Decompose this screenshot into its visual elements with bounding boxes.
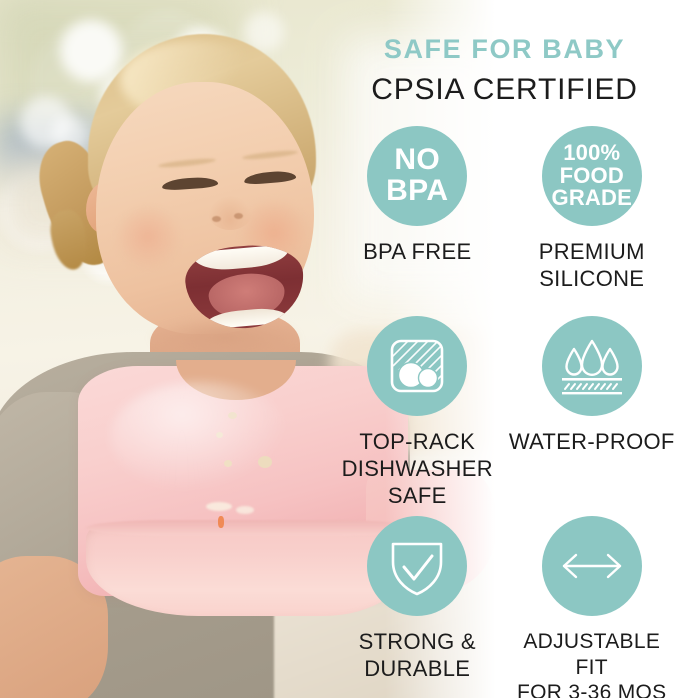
food-crumb [218, 516, 224, 528]
feature-bpa-free: NO BPA BPA FREE [330, 126, 505, 316]
page-title: CPSIA CERTIFIED [371, 73, 638, 106]
baby-nostril [234, 213, 243, 219]
bib-catch-pocket [86, 524, 416, 616]
food-grade-badge: 100% FOOD GRADE [541, 126, 642, 226]
feature-dishwasher-safe: TOP-RACK DISHWASHER SAFE [330, 316, 505, 516]
bokeh-light [60, 20, 122, 82]
feature-caption-premium-silicone: PREMIUM SILICONE [538, 239, 645, 291]
no-bpa-badge-label: NO BPA [386, 145, 448, 206]
feature-panel: SAFE FOR BABY CPSIA CERTIFIED NO BPA BPA… [330, 0, 679, 698]
feature-caption-strong-durable: STRONG & DURABLE [358, 629, 476, 681]
bib-highlight [110, 382, 290, 492]
food-crumb [258, 456, 272, 468]
badge-line: NO [394, 143, 441, 177]
food-grade-badge-label: 100% FOOD GRADE [551, 140, 632, 211]
feature-caption-dishwasher-safe: TOP-RACK DISHWASHER SAFE [341, 429, 493, 508]
baby-nostril [212, 216, 221, 222]
dishwasher-icon [390, 339, 444, 393]
feature-grid: NO BPA BPA FREE 100% FOOD GRADE PREMIUM … [330, 126, 679, 698]
shield-check-icon [391, 542, 443, 596]
header-eyebrow: SAFE FOR BABY [383, 34, 626, 64]
feature-premium-silicone: 100% FOOD GRADE PREMIUM SILICONE [505, 126, 679, 316]
badge-line: FOOD [559, 162, 624, 188]
plate-small [418, 367, 439, 389]
feature-adjustable-fit: ADJUSTABLE FIT FOR 3-36 MOS [505, 516, 679, 698]
adjustable-fit-badge [541, 516, 642, 616]
badge-line: BPA [386, 174, 449, 207]
no-bpa-badge: NO BPA [367, 126, 468, 226]
strong-durable-badge [367, 516, 468, 616]
water-droplets-icon [561, 339, 622, 395]
baby-nose [208, 196, 252, 230]
water-proof-badge [541, 316, 642, 416]
double-arrow-icon [562, 553, 621, 579]
check-mark [402, 554, 434, 581]
feature-caption-water-proof: WATER-PROOF [508, 429, 675, 454]
dishwasher-badge [367, 316, 468, 416]
food-crumb [224, 460, 232, 467]
panel-header: SAFE FOR BABY CPSIA CERTIFIED [330, 0, 679, 105]
feature-strong-durable: STRONG & DURABLE [330, 516, 505, 698]
food-crumb [206, 502, 232, 511]
food-crumb [216, 432, 223, 438]
bib-pocket-lip [86, 520, 416, 536]
feature-water-proof: WATER-PROOF [505, 316, 679, 516]
badge-line: GRADE [551, 185, 632, 211]
baby-cheek [112, 206, 184, 268]
feature-caption-bpa-free: BPA FREE [363, 239, 472, 264]
food-crumb [228, 412, 237, 419]
food-crumb [236, 506, 254, 514]
badge-line: 100% [563, 140, 621, 166]
feature-caption-adjustable-fit: ADJUSTABLE FIT FOR 3-36 MOS [517, 630, 667, 698]
